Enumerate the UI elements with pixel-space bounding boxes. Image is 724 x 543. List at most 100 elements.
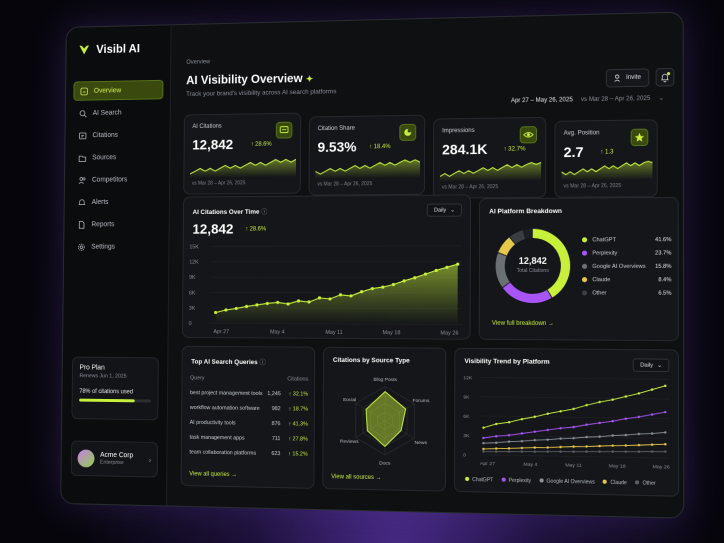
breadcrumb[interactable]: Overview [186,59,210,65]
data-point[interactable] [339,293,342,296]
trend-point[interactable] [546,438,548,441]
trend-point[interactable] [572,426,574,429]
data-point[interactable] [328,297,331,300]
trend-point[interactable] [611,434,613,437]
donut-slice[interactable] [513,235,524,241]
trend-point[interactable] [638,416,641,419]
trend-point[interactable] [559,450,561,453]
trend-point[interactable] [572,437,574,440]
trend-point[interactable] [598,401,600,404]
trend-point[interactable] [638,444,641,447]
trend-point[interactable] [521,440,523,442]
trend-point[interactable] [559,437,561,440]
view-queries-link[interactable]: View all queries → [189,471,237,478]
data-point[interactable] [403,279,406,282]
trend-point[interactable] [638,392,641,395]
trend-point[interactable] [638,450,641,453]
trend-point[interactable] [572,445,574,448]
invite-button[interactable]: Invite [605,68,649,87]
trend-point[interactable] [534,446,536,449]
trend-point[interactable] [508,421,510,423]
date-range-picker[interactable]: Apr 27 – May 26, 2025 vs Mar 28 – Apr 26… [511,95,664,105]
trend-point[interactable] [572,408,574,410]
trend-point[interactable] [534,430,536,432]
data-point[interactable] [360,290,363,293]
data-point[interactable] [276,301,279,304]
trend-point[interactable] [521,447,523,449]
view-breakdown-link[interactable]: View full breakdown → [492,321,554,327]
trend-point[interactable] [508,450,510,452]
app-logo[interactable]: Visibl AI [78,42,140,57]
trend-point[interactable] [664,443,667,446]
trend-point[interactable] [598,450,600,453]
kpi-card-avg-position[interactable]: Avg. Position 2.7 ↑ 1.3 vs Mar 28 – Apr 26,… [554,119,657,198]
sidebar-item-sources[interactable]: Sources [73,147,163,167]
trend-point[interactable] [495,450,497,452]
data-point[interactable] [413,276,416,279]
trend-point[interactable] [572,450,574,453]
data-point[interactable] [235,307,238,310]
sidebar-item-settings[interactable]: Settings [72,237,162,257]
trend-point[interactable] [651,432,654,435]
trend-point[interactable] [625,450,628,453]
trend-point[interactable] [625,434,628,437]
data-point[interactable] [392,283,395,286]
trend-point[interactable] [521,450,523,452]
trend-point[interactable] [585,450,587,453]
trend-point[interactable] [559,410,561,412]
trend-point[interactable] [559,427,561,429]
trend-point[interactable] [664,431,667,434]
sidebar-item-reports[interactable]: Reports [72,214,162,234]
trend-point[interactable] [521,418,523,420]
trend-point[interactable] [534,416,536,418]
trend-point[interactable] [664,411,667,414]
data-point[interactable] [371,287,374,290]
trend-point[interactable] [482,442,484,444]
trend-point[interactable] [508,440,510,442]
donut-slice[interactable] [507,285,550,298]
sidebar-item-alerts[interactable]: Alerts [72,192,162,212]
trend-point[interactable] [625,395,628,398]
trend-point[interactable] [651,450,654,453]
trend-point[interactable] [482,426,484,428]
trend-point[interactable] [559,446,561,449]
trend-point[interactable] [534,439,536,441]
data-point[interactable] [266,302,269,305]
sidebar-item-overview[interactable]: Overview [73,80,163,101]
account-switcher[interactable]: Acme Corp Enterprise › [71,441,158,478]
trend-point[interactable] [482,450,484,452]
table-row[interactable]: best project management tools 1,245 ↑ 32.1… [190,385,308,401]
trend-point[interactable] [495,423,497,425]
trend-point[interactable] [598,422,600,425]
donut-slice[interactable] [503,241,512,254]
sidebar-item-competitors[interactable]: Competitors [72,169,162,189]
view-sources-link[interactable]: View all sources → [331,474,382,481]
trend-point[interactable] [598,445,600,448]
trend-point[interactable] [651,443,654,446]
data-point[interactable] [224,308,227,311]
notifications-button[interactable] [656,68,675,87]
data-point[interactable] [349,294,352,297]
data-point[interactable] [307,300,310,303]
data-point[interactable] [424,272,427,275]
kpi-card-ai-citations[interactable]: AI Citations 12,842 ↑ 28.6% vs Mar 28 – Apr… [183,113,301,195]
trend-point[interactable] [585,404,587,406]
trend-point[interactable] [585,445,587,448]
data-point[interactable] [287,302,290,305]
trend-point[interactable] [664,450,667,453]
trend-point[interactable] [482,448,484,450]
data-point[interactable] [214,311,217,314]
kpi-card-citation-share[interactable]: Citation Share 9.53% ↑ 18.4% vs Mar 28 – Ap… [308,115,425,196]
data-point[interactable] [435,269,438,272]
trend-point[interactable] [534,450,536,453]
data-point[interactable] [445,266,448,269]
trend-point[interactable] [546,412,548,414]
trend-point[interactable] [508,447,510,449]
trend-point[interactable] [664,385,667,388]
data-point[interactable] [297,299,300,302]
trend-point[interactable] [482,437,484,439]
table-row[interactable]: team collaboration platforms 623 ↑ 15.2% [189,445,307,462]
trend-point[interactable] [611,444,613,447]
trend-granularity-select[interactable]: Daily ⌄ [633,358,669,372]
trend-point[interactable] [585,423,587,426]
